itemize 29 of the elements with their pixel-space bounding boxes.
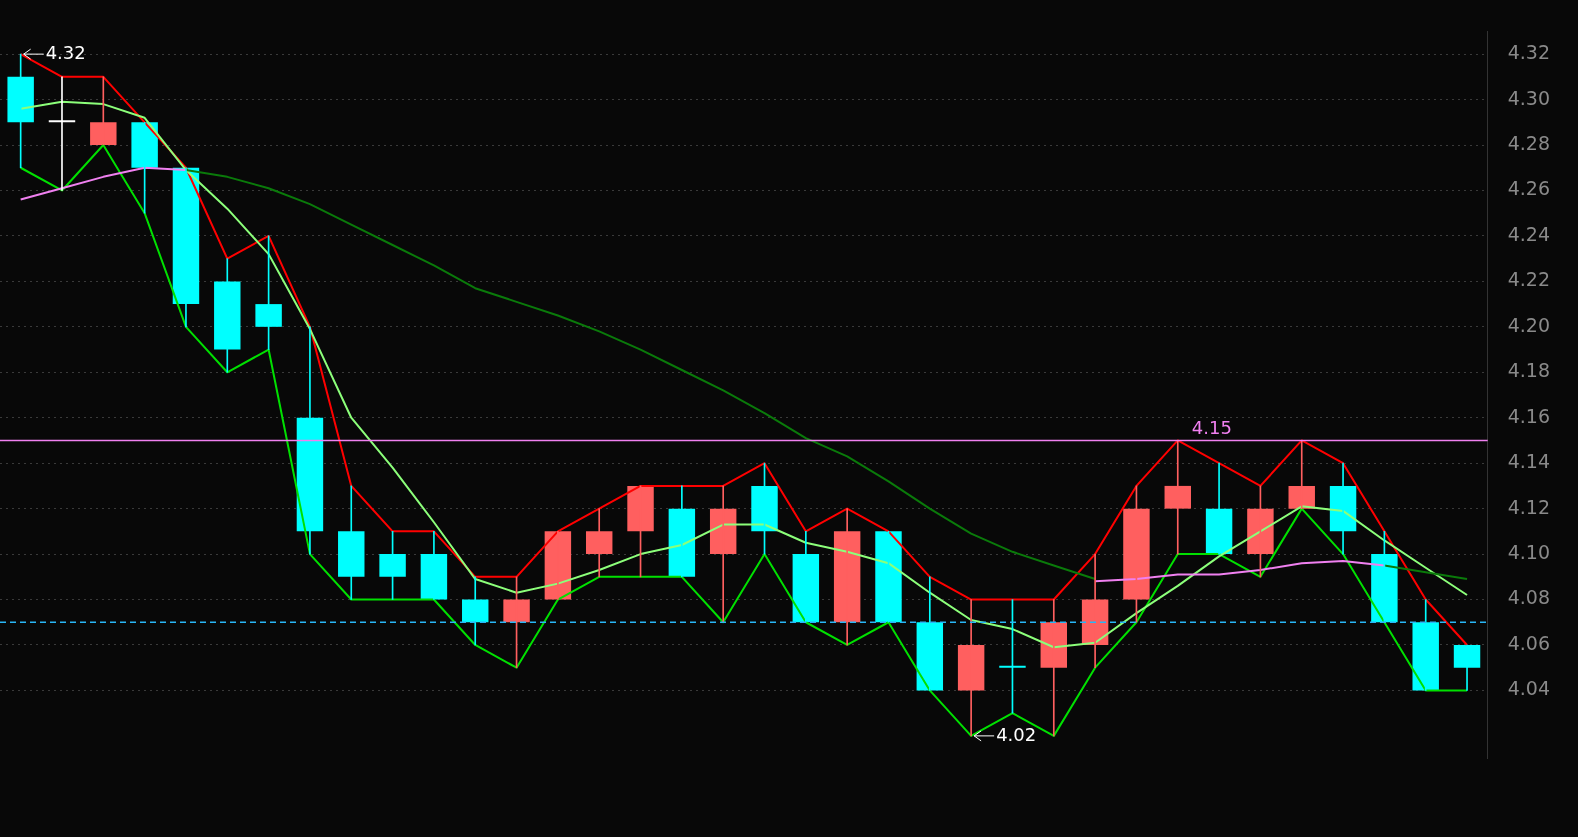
candlestick — [585, 508, 613, 578]
y-tick-label: 4.08 — [1507, 586, 1551, 609]
candlestick — [48, 76, 76, 191]
ref-line-label: 4.15 — [1191, 417, 1232, 439]
y-tick-label: 4.26 — [1507, 177, 1551, 200]
y-tick-label: 4.18 — [1507, 359, 1551, 382]
y-tick-label: 4.28 — [1507, 131, 1551, 154]
candlestick — [420, 531, 448, 600]
y-tick-label: 4.06 — [1507, 631, 1551, 654]
candlestick — [90, 76, 117, 146]
candlestick — [1453, 644, 1481, 691]
annotation: 4.32 — [45, 41, 86, 63]
candlestick — [214, 258, 241, 373]
y-tick-label: 4.32 — [1507, 41, 1551, 64]
y-tick-label: 4.30 — [1507, 86, 1551, 109]
candlestick — [957, 599, 985, 737]
y-tick-label: 4.24 — [1507, 222, 1551, 245]
y-tick-label: 4.12 — [1507, 495, 1551, 518]
candlestick — [544, 531, 572, 600]
y-tick-label: 4.22 — [1507, 268, 1551, 291]
annotation: 4.02 — [996, 723, 1037, 745]
y-tick-label: 4.16 — [1507, 404, 1551, 427]
candlestick — [1164, 440, 1191, 555]
y-tick-label: 4.20 — [1507, 313, 1551, 336]
y-tick-label: 4.10 — [1507, 541, 1551, 564]
y-tick-label: 4.14 — [1507, 450, 1551, 473]
y-tick-label: 4.04 — [1507, 677, 1551, 700]
candlestick — [1412, 599, 1439, 691]
candlestick — [338, 485, 365, 600]
